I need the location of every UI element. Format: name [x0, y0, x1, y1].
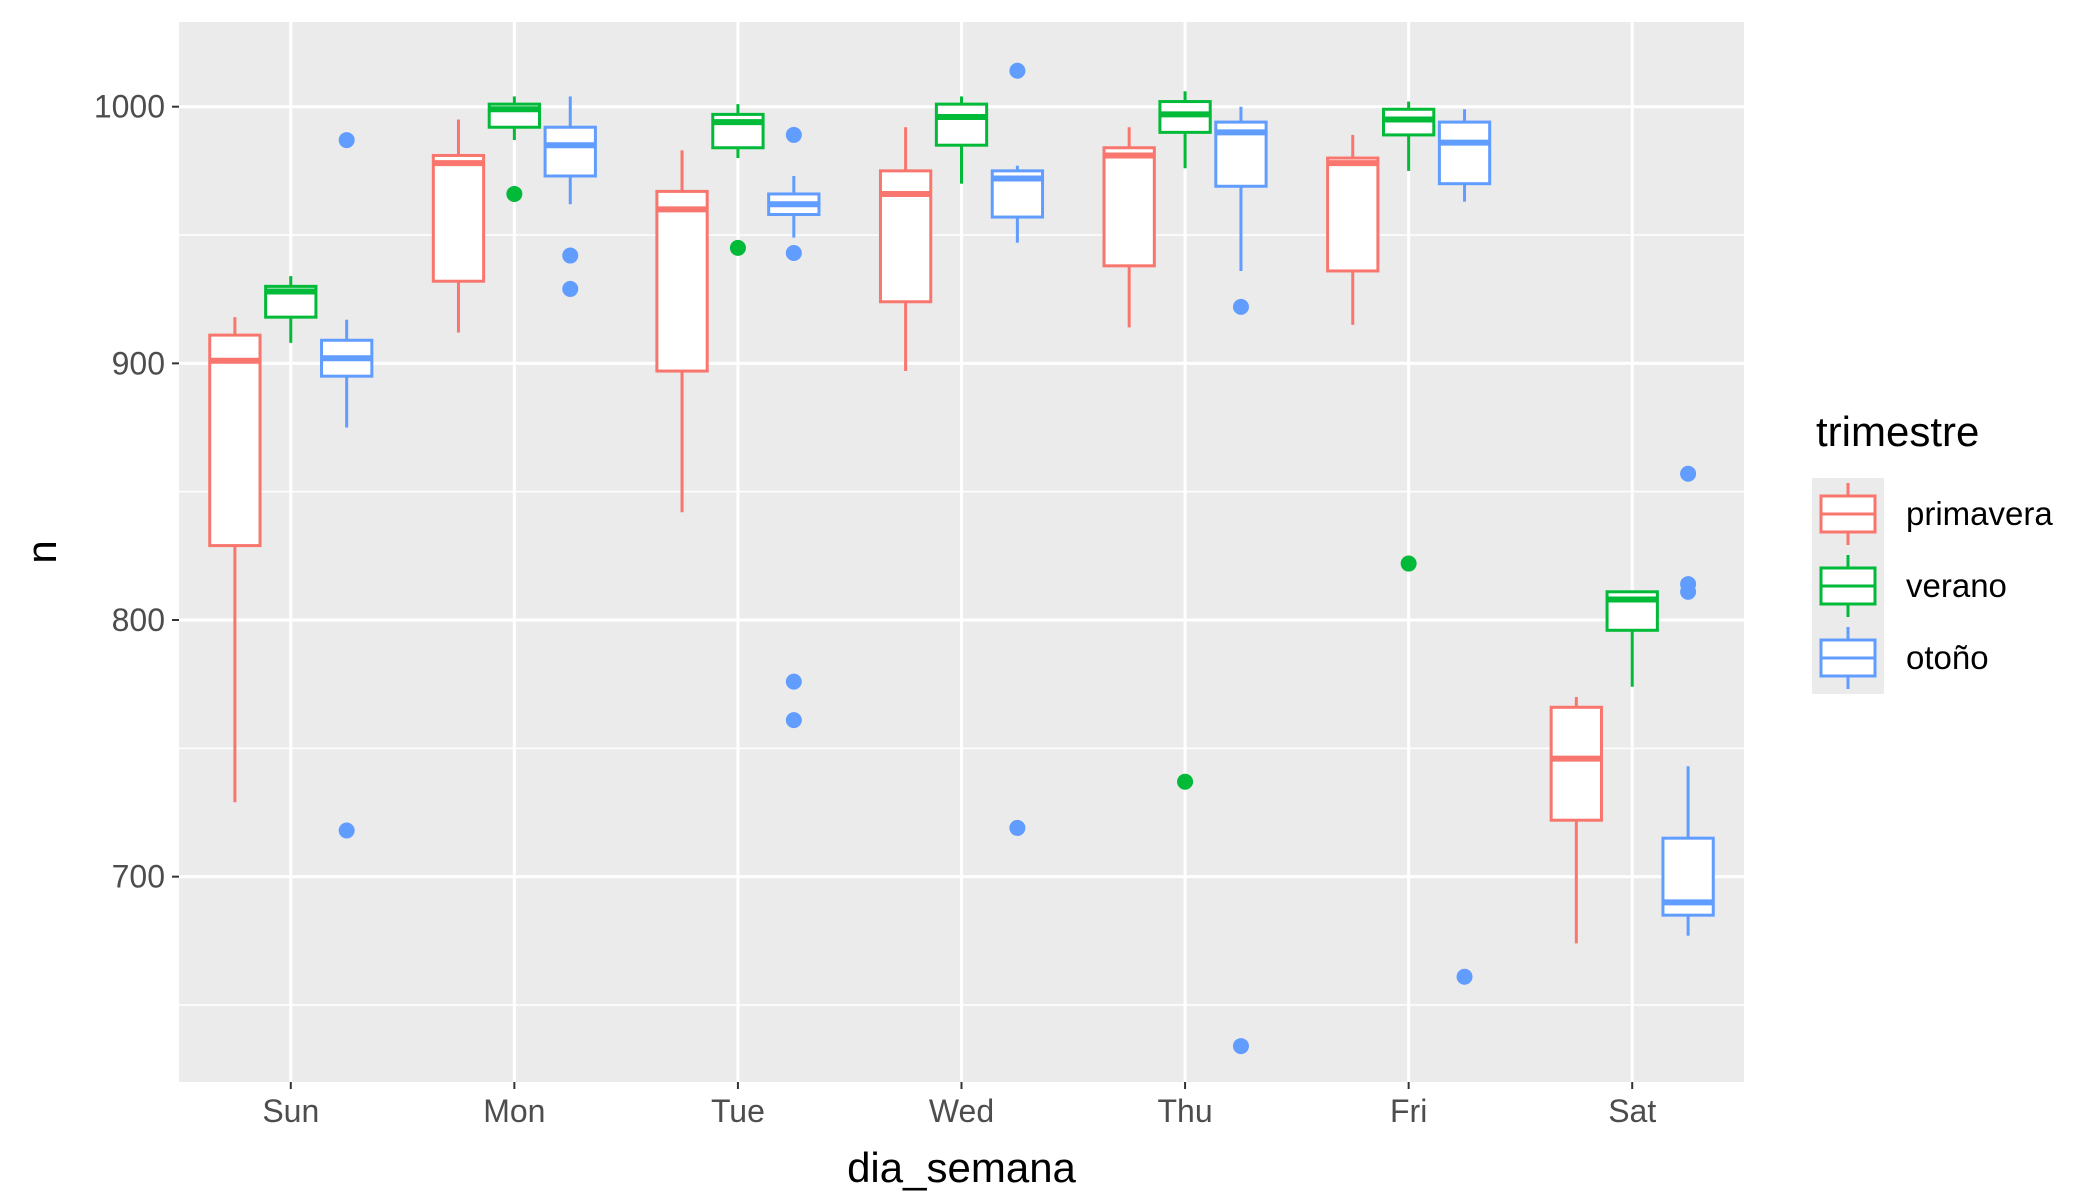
boxes [208, 62, 1715, 1055]
x-axis-title: dia_semana [847, 1144, 1076, 1191]
outlier-point [1177, 773, 1194, 790]
outlier-point [562, 247, 579, 264]
box-iqr [543, 125, 597, 178]
legend-item-primavera: primavera [1812, 478, 2053, 550]
y-axis-title: n [18, 540, 65, 563]
box-primavera-Thu [1102, 127, 1156, 328]
box-iqr [1102, 146, 1156, 268]
box-primavera-Tue [655, 150, 709, 513]
box-iqr [1437, 120, 1492, 186]
box-primavera-Sun [208, 317, 262, 803]
outlier-point [1456, 968, 1473, 985]
y-tick-label: 900 [112, 345, 165, 381]
outlier-point [1680, 465, 1697, 482]
outlier-point [785, 126, 802, 143]
outlier-point [1680, 583, 1697, 600]
box-primavera-Fri [1326, 134, 1380, 325]
box-otoño-Fri [1437, 109, 1492, 985]
box-otoño-Thu [1214, 106, 1268, 1055]
outlier-point [506, 185, 523, 202]
legend-label: primavera [1906, 495, 2053, 532]
box-verano-Sun [264, 276, 318, 343]
box-otoño-Wed [990, 62, 1045, 836]
legend-item-otoño: otoño [1812, 622, 1989, 694]
outlier-point [562, 280, 579, 297]
legend-entries: primavera verano otoño [1812, 478, 2053, 694]
box-primavera-Wed [878, 127, 933, 372]
box-otoño-Mon [543, 96, 597, 297]
y-tick-label: 1000 [94, 89, 165, 125]
box-iqr [431, 153, 486, 283]
outlier-point [785, 673, 802, 690]
legend-label: otoño [1906, 639, 1989, 676]
box-iqr [934, 102, 989, 147]
box-verano-Wed [934, 96, 989, 184]
box-verano-Sat [1605, 590, 1659, 687]
outlier-point [1400, 555, 1417, 572]
legend-label: verano [1906, 567, 2007, 604]
box-primavera-Sat [1549, 697, 1603, 944]
outlier-point [338, 132, 355, 149]
outlier-point [1232, 298, 1249, 315]
x-tick-label: Thu [1158, 1093, 1213, 1129]
box-verano-Mon [487, 96, 542, 202]
box-verano-Thu [1158, 91, 1212, 790]
outlier-point [1009, 62, 1026, 79]
outlier-point [1232, 1038, 1249, 1055]
outlier-point [1009, 819, 1026, 836]
x-tick-label: Mon [483, 1093, 545, 1129]
box-iqr [208, 333, 262, 548]
legend-title: trimestre [1816, 408, 1979, 455]
box-primavera-Mon [431, 119, 486, 333]
box-iqr [1326, 156, 1380, 273]
x-tick-label: Sat [1608, 1093, 1656, 1129]
outlier-point [729, 239, 746, 256]
x-tick-label: Fri [1390, 1093, 1427, 1129]
x-tick-label: Tue [711, 1093, 765, 1129]
box-otoño-Tue [767, 126, 821, 729]
x-tick-label: Sun [262, 1093, 319, 1129]
box-verano-Fri [1381, 101, 1436, 572]
outlier-point [338, 822, 355, 839]
outlier-point [785, 244, 802, 261]
y-tick-label: 700 [112, 859, 165, 895]
axes: 700 800 900 1000 Sun Mon Tue Wed Thu Fri Sat [94, 89, 1657, 1129]
outlier-point [785, 712, 802, 729]
box-iqr [655, 189, 709, 373]
box-iqr [1549, 705, 1603, 822]
box-verano-Tue [711, 104, 765, 256]
box-iqr [878, 169, 933, 304]
legend: trimestre primavera verano otoño [1812, 408, 2053, 694]
legend-item-verano: verano [1812, 550, 2007, 622]
x-tick-label: Wed [929, 1093, 994, 1129]
box-otoño-Sun [320, 132, 374, 839]
y-tick-label: 800 [112, 602, 165, 638]
box-otoño-Sat [1661, 465, 1715, 936]
